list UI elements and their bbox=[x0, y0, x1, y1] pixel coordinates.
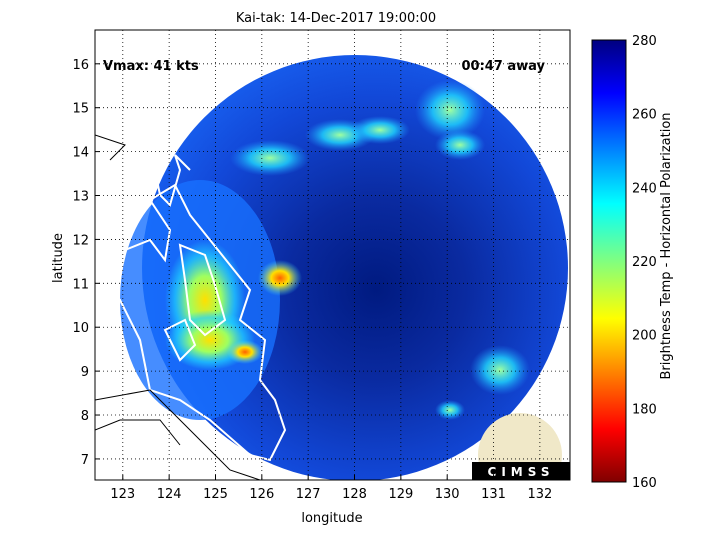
x-tick-label: 125 bbox=[203, 487, 228, 502]
colorbar-tick-label: 280 bbox=[632, 34, 657, 49]
y-tick-label: 11 bbox=[72, 277, 89, 292]
y-tick-label: 14 bbox=[72, 146, 89, 161]
y-tick-label: 13 bbox=[72, 190, 89, 205]
annotation: 00:47 away bbox=[461, 59, 545, 74]
y-tick-label: 10 bbox=[72, 321, 89, 336]
y-tick-label: 8 bbox=[81, 409, 89, 424]
colorbar-tick-label: 260 bbox=[632, 108, 657, 123]
x-axis-label: longitude bbox=[301, 511, 362, 526]
annotation: Vmax: 41 kts bbox=[103, 59, 199, 74]
x-tick-label: 126 bbox=[249, 487, 274, 502]
colorbar-tick-label: 220 bbox=[632, 255, 657, 270]
logo-text: CIMSS bbox=[488, 465, 555, 479]
y-tick-label: 16 bbox=[72, 58, 89, 73]
plot-frame bbox=[94, 29, 571, 481]
axes: 123 124 125 126 127 128 129 130 131 132 7 8 9 10 11 12 1… bbox=[72, 34, 656, 502]
grid bbox=[95, 30, 570, 480]
colorbar-tick-label: 240 bbox=[632, 181, 657, 196]
logo: CIMSS bbox=[472, 413, 570, 480]
x-tick-label: 124 bbox=[157, 487, 182, 502]
y-tick-label: 15 bbox=[72, 102, 89, 117]
chart-title: Kai-tak: 14-Dec-2017 19:00:00 bbox=[236, 11, 436, 26]
swath: CIMSS bbox=[95, 55, 570, 480]
x-tick-label: 128 bbox=[342, 487, 367, 502]
colorbar-tick-label: 200 bbox=[632, 329, 657, 344]
y-tick-label: 12 bbox=[72, 233, 89, 248]
x-tick-label: 130 bbox=[435, 487, 460, 502]
x-tick-label: 129 bbox=[388, 487, 413, 502]
x-tick-label: 127 bbox=[296, 487, 321, 502]
y-tick-label: 9 bbox=[81, 365, 89, 380]
y-axis-label: latitude bbox=[51, 233, 66, 283]
x-tick-label: 123 bbox=[110, 487, 135, 502]
colorbar-tick-label: 160 bbox=[632, 476, 657, 491]
x-tick-label: 132 bbox=[527, 487, 552, 502]
x-tick-label: 131 bbox=[481, 487, 506, 502]
colorbar bbox=[591, 39, 627, 483]
colorbar-label: Brightness Temp - Horizontal Polarizatio… bbox=[659, 112, 674, 379]
y-tick-label: 7 bbox=[81, 453, 89, 468]
colorbar-tick-label: 180 bbox=[632, 402, 657, 417]
